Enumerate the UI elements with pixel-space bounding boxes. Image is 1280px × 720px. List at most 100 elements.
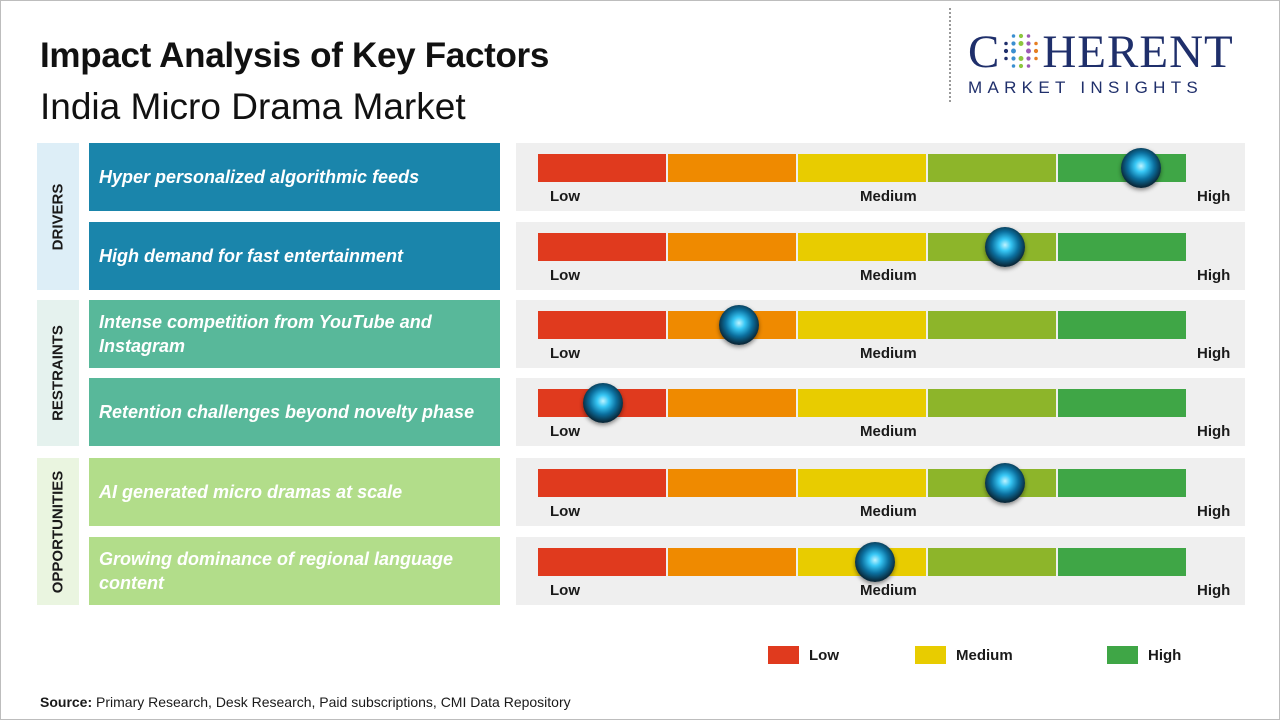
group-band-restraints: RESTRAINTS xyxy=(37,300,79,446)
logo-dot xyxy=(1034,41,1039,46)
chart-title: Impact Analysis of Key Factors xyxy=(40,36,550,75)
legend-swatch-high xyxy=(1107,646,1138,664)
tick-label-medium: Medium xyxy=(860,345,917,362)
impact-meter: Low Medium High xyxy=(516,222,1245,290)
scale-segment xyxy=(928,548,1056,576)
scale-segment xyxy=(798,233,926,261)
impact-marker xyxy=(984,227,1025,267)
logo-subtitle: MARKET INSIGHTS xyxy=(968,78,1204,97)
logo-dot xyxy=(1026,56,1031,61)
tick-label-high: High xyxy=(1197,503,1231,520)
logo-dot xyxy=(1019,33,1024,39)
scale-segment xyxy=(668,548,796,576)
source-text: Primary Research, Desk Research, Paid su… xyxy=(96,694,571,710)
tick-label-high: High xyxy=(1197,582,1231,599)
scale-segment xyxy=(798,469,926,497)
impact-scale-bar xyxy=(538,469,1186,497)
tick-label-low: Low xyxy=(550,503,580,520)
impact-scale-bar xyxy=(538,233,1186,261)
logo-dot xyxy=(1012,64,1016,68)
factor-label: High demand for fast entertainment xyxy=(89,222,500,290)
impact-marker xyxy=(854,542,895,582)
logo-dot xyxy=(1026,48,1032,54)
tick-label-high: High xyxy=(1197,345,1231,362)
scale-segment xyxy=(1058,311,1186,339)
tick-label-low: Low xyxy=(550,582,580,599)
scale-segment xyxy=(538,469,666,497)
scale-segment xyxy=(668,154,796,182)
scale-segment xyxy=(538,154,666,182)
scale-segment xyxy=(928,311,1056,339)
company-logo: C HERENT MARKET INSIGHTS xyxy=(968,28,1268,98)
impact-marker xyxy=(718,305,759,345)
legend-swatch-low xyxy=(768,646,799,664)
scale-segment xyxy=(1058,389,1186,417)
impact-meter: Low Medium High xyxy=(516,458,1245,526)
impact-marker xyxy=(1120,148,1161,188)
logo-dots-icon xyxy=(1004,33,1039,69)
group-label: OPPORTUNITIES xyxy=(49,470,67,593)
legend-label-medium: Medium xyxy=(956,646,1013,664)
legend-medium: Medium xyxy=(915,646,1013,664)
group-band-opportunities: OPPORTUNITIES xyxy=(37,458,79,605)
group-label: RESTRAINTS xyxy=(49,325,67,421)
scale-segment xyxy=(538,311,666,339)
tick-label-medium: Medium xyxy=(860,423,917,440)
chart-subtitle: India Micro Drama Market xyxy=(40,86,466,127)
logo-dot xyxy=(1004,56,1009,61)
impact-marker xyxy=(582,383,623,423)
scale-segment xyxy=(668,233,796,261)
legend-swatch-medium xyxy=(915,646,946,664)
legend-low: Low xyxy=(768,646,839,664)
scale-segment xyxy=(798,311,926,339)
tick-label-medium: Medium xyxy=(860,267,917,284)
tick-label-low: Low xyxy=(550,423,580,440)
tick-label-low: Low xyxy=(550,345,580,362)
factor-label: Growing dominance of regional language c… xyxy=(89,537,500,605)
tick-label-high: High xyxy=(1197,423,1231,440)
factor-label: Hyper personalized algorithmic feeds xyxy=(89,143,500,211)
logo-dot xyxy=(1012,34,1016,38)
source-note: Source: Primary Research, Desk Research,… xyxy=(40,694,571,710)
scale-segment xyxy=(668,469,796,497)
factor-label: AI generated micro dramas at scale xyxy=(89,458,500,526)
impact-meter: Low Medium High xyxy=(516,300,1245,368)
impact-scale-bar xyxy=(538,154,1186,182)
impact-meter: Low Medium High xyxy=(516,143,1245,211)
legend-label-low: Low xyxy=(809,646,839,664)
tick-label-high: High xyxy=(1197,267,1231,284)
logo-dot xyxy=(1026,41,1031,46)
tick-label-medium: Medium xyxy=(860,582,917,599)
logo-word-left: C xyxy=(968,26,1001,78)
scale-segment xyxy=(1058,548,1186,576)
group-label: DRIVERS xyxy=(49,183,67,250)
scale-segment xyxy=(798,389,926,417)
scale-segment xyxy=(668,389,796,417)
logo-wordmark: C HERENT xyxy=(968,28,1268,76)
logo-word-right: HERENT xyxy=(1042,26,1234,78)
scale-segment xyxy=(798,154,926,182)
legend-label-high: High xyxy=(1148,646,1182,664)
logo-dot xyxy=(1011,56,1016,61)
logo-dot xyxy=(1034,48,1039,54)
logo-dot xyxy=(1034,56,1039,61)
scale-segment xyxy=(1058,469,1186,497)
logo-dot xyxy=(1018,41,1024,46)
source-label: Source: xyxy=(40,694,93,710)
factor-label: Retention challenges beyond novelty phas… xyxy=(89,378,500,446)
impact-scale-bar xyxy=(538,311,1186,339)
impact-scale-bar xyxy=(538,389,1186,417)
tick-label-low: Low xyxy=(550,267,580,284)
logo-dot xyxy=(1019,63,1024,69)
scale-segment xyxy=(928,389,1056,417)
tick-label-high: High xyxy=(1197,188,1231,205)
impact-meter: Low Medium High xyxy=(516,537,1245,605)
logo-dot xyxy=(1027,34,1031,38)
scale-segment xyxy=(538,548,666,576)
scale-segment xyxy=(538,233,666,261)
legend-high: High xyxy=(1107,646,1181,664)
logo-dot xyxy=(1011,48,1017,54)
logo-dot xyxy=(1018,56,1024,61)
impact-meter: Low Medium High xyxy=(516,378,1245,446)
tick-label-low: Low xyxy=(550,188,580,205)
